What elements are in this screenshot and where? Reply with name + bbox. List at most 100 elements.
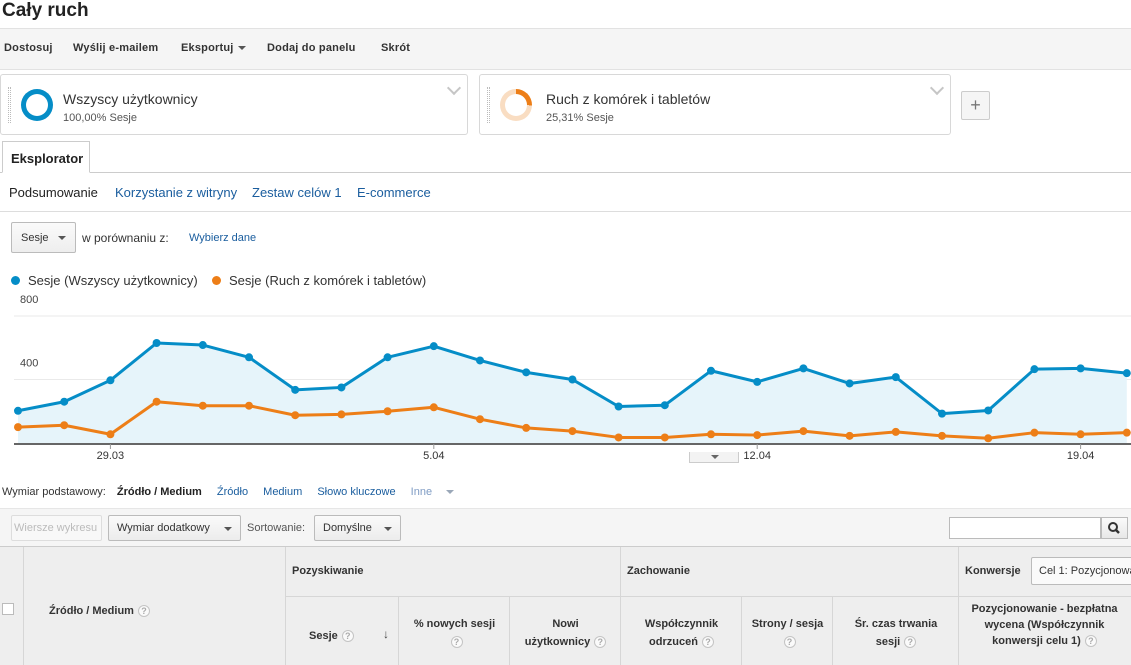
data-point bbox=[845, 379, 854, 388]
customize-button[interactable]: Dostosuj bbox=[4, 42, 53, 54]
plot-rows-button[interactable]: Wiersze wykresu bbox=[11, 515, 102, 541]
data-point bbox=[845, 431, 854, 440]
x-tick-label: 12.04 bbox=[743, 450, 771, 462]
data-point bbox=[568, 375, 577, 384]
segment-donut-icon bbox=[21, 89, 53, 121]
data-point bbox=[476, 415, 484, 424]
help-icon[interactable]: ? bbox=[137, 605, 150, 618]
data-point bbox=[1122, 428, 1131, 437]
add-segment-button[interactable]: + bbox=[961, 91, 990, 120]
help-icon[interactable]: ? bbox=[783, 636, 796, 649]
data-point bbox=[60, 421, 69, 430]
data-point bbox=[291, 411, 300, 420]
data-point bbox=[753, 431, 762, 440]
compare-label: w porównaniu z: bbox=[82, 231, 169, 245]
column-avg-session-duration[interactable]: Śr. czas trwania sesji? bbox=[832, 597, 958, 665]
data-point bbox=[152, 397, 161, 406]
segment-card-mobile-tablet[interactable]: Ruch z komórek i tabletów 25,31% Sesje bbox=[479, 74, 951, 135]
column-label-wrap: Nowi użytkownicy? bbox=[510, 615, 621, 651]
data-point bbox=[799, 364, 808, 373]
subtab-summary[interactable]: Podsumowanie bbox=[9, 185, 98, 200]
help-icon[interactable]: ? bbox=[904, 636, 917, 649]
primary-dimension-label: Wymiar podstawowy: bbox=[2, 486, 106, 498]
help-icon[interactable]: ? bbox=[701, 636, 714, 649]
column-new-users[interactable]: Nowi użytkownicy? bbox=[509, 597, 620, 665]
column-label-wrap: % nowych sesji? bbox=[399, 615, 510, 651]
column-bounce-rate[interactable]: Współczynnik odrzuceń? bbox=[620, 597, 741, 665]
chevron-down-icon[interactable] bbox=[929, 80, 945, 96]
dimension-keyword[interactable]: Słowo kluczowe bbox=[317, 486, 396, 498]
secondary-dimension-select[interactable]: Wymiar dodatkowy bbox=[108, 515, 241, 541]
data-point bbox=[891, 373, 900, 382]
metric-select[interactable]: Sesje bbox=[11, 222, 76, 253]
help-icon[interactable]: ? bbox=[594, 636, 607, 649]
data-point bbox=[614, 402, 623, 411]
data-point bbox=[383, 407, 392, 416]
y-tick-label: 800 bbox=[20, 295, 38, 306]
sort-type-select[interactable]: Domyślne bbox=[314, 515, 401, 541]
segment-name: Wszyscy użytkownicy bbox=[63, 91, 198, 107]
column-pages-per-session[interactable]: Strony / sesja? bbox=[741, 597, 832, 665]
email-button[interactable]: Wyślij e-mailem bbox=[73, 42, 159, 54]
shortcut-button[interactable]: Skrót bbox=[381, 42, 411, 54]
table-controls: Wiersze wykresu Wymiar dodatkowy Sortowa… bbox=[0, 508, 1131, 546]
search-icon bbox=[1108, 522, 1120, 534]
subtab-site-usage[interactable]: Korzystanie z witryny bbox=[115, 185, 238, 200]
data-point bbox=[476, 356, 484, 365]
group-label: Pozyskiwanie bbox=[292, 565, 364, 577]
group-conversions: Konwersje bbox=[958, 547, 1131, 597]
report-toolbar: Dostosuj Wyślij e-mailem Eksportuj Dodaj… bbox=[0, 28, 1131, 70]
column-new-sessions-pct[interactable]: % nowych sesji? bbox=[398, 597, 509, 665]
drag-handle-icon[interactable] bbox=[8, 87, 11, 123]
subtab-goal-set-1[interactable]: Zestaw celów 1 bbox=[252, 185, 342, 200]
tab-explorer[interactable]: Eksplorator bbox=[2, 141, 90, 173]
data-point bbox=[291, 385, 300, 394]
chevron-down-icon[interactable] bbox=[446, 80, 462, 96]
column-sessions[interactable]: Sesje? ↓ bbox=[285, 597, 398, 665]
dimension-medium[interactable]: Medium bbox=[263, 486, 303, 498]
add-to-dashboard-button[interactable]: Dodaj do panelu bbox=[267, 42, 356, 54]
search-button[interactable] bbox=[1101, 517, 1128, 539]
segment-name: Ruch z komórek i tabletów bbox=[546, 91, 711, 107]
data-point bbox=[337, 410, 346, 419]
dimension-other-label: Inne bbox=[410, 486, 433, 498]
data-point bbox=[522, 368, 531, 377]
data-point bbox=[799, 427, 808, 436]
chevron-down-icon bbox=[237, 46, 246, 51]
data-point bbox=[984, 406, 993, 415]
help-icon[interactable]: ? bbox=[341, 630, 354, 643]
column-label-wrap: Śr. czas trwania sesji? bbox=[833, 615, 959, 651]
subtab-ecommerce[interactable]: E-commerce bbox=[357, 185, 431, 200]
secondary-dimension-label: Wymiar dodatkowy bbox=[117, 522, 210, 534]
column-label-wrap: Współczynnik odrzuceń? bbox=[621, 615, 742, 651]
column-goal-conversion[interactable]: Pozycjonowanie - bezpłatna wycena (Współ… bbox=[958, 597, 1131, 665]
select-all-checkbox[interactable] bbox=[2, 603, 14, 615]
data-point bbox=[1076, 364, 1085, 373]
data-point bbox=[198, 401, 207, 410]
column-label: Sesje bbox=[309, 630, 338, 642]
segment-card-all-users[interactable]: Wszyscy użytkownicy 100,00% Sesje bbox=[0, 74, 468, 135]
data-point bbox=[106, 430, 115, 439]
explorer-subtabs: Podsumowanie Korzystanie z witryny Zesta… bbox=[0, 173, 1131, 212]
column-label: Źródło / Medium bbox=[49, 605, 134, 617]
export-menu[interactable]: Eksportuj bbox=[181, 42, 246, 54]
primary-dimension-bar: Wymiar podstawowy: Źródło / Medium Źródł… bbox=[2, 486, 478, 498]
sort-label: Sortowanie: bbox=[247, 522, 306, 534]
table-search-input[interactable] bbox=[949, 517, 1101, 539]
column-label: Śr. czas trwania sesji bbox=[854, 618, 938, 648]
table-header: Źródło / Medium? Pozyskiwanie Zachowanie… bbox=[0, 546, 1131, 665]
choose-metric-link[interactable]: Wybierz dane bbox=[189, 232, 257, 244]
data-point bbox=[60, 397, 69, 406]
dimension-column-header[interactable]: Źródło / Medium? bbox=[23, 547, 285, 665]
dimension-source[interactable]: Źródło bbox=[216, 486, 249, 498]
segment-share: 25,31% Sesje bbox=[546, 112, 614, 124]
help-icon[interactable]: ? bbox=[450, 636, 463, 649]
data-point bbox=[1076, 430, 1085, 439]
drag-handle-icon[interactable] bbox=[487, 87, 490, 123]
goal-select[interactable]: Cel 1: Pozycjonowanie bbox=[1031, 557, 1131, 585]
group-label: Konwersje bbox=[965, 565, 1021, 577]
help-icon[interactable]: ? bbox=[1084, 635, 1097, 648]
dimension-other-menu[interactable]: Inne bbox=[411, 486, 466, 498]
data-point bbox=[245, 353, 253, 362]
chart-expand-handle[interactable] bbox=[689, 452, 739, 463]
